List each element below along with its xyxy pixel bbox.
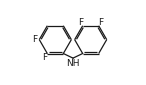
Text: F: F <box>78 18 83 27</box>
Text: NH: NH <box>66 59 80 68</box>
Text: F: F <box>32 35 38 44</box>
Text: F: F <box>43 53 48 62</box>
Text: F: F <box>98 18 103 27</box>
